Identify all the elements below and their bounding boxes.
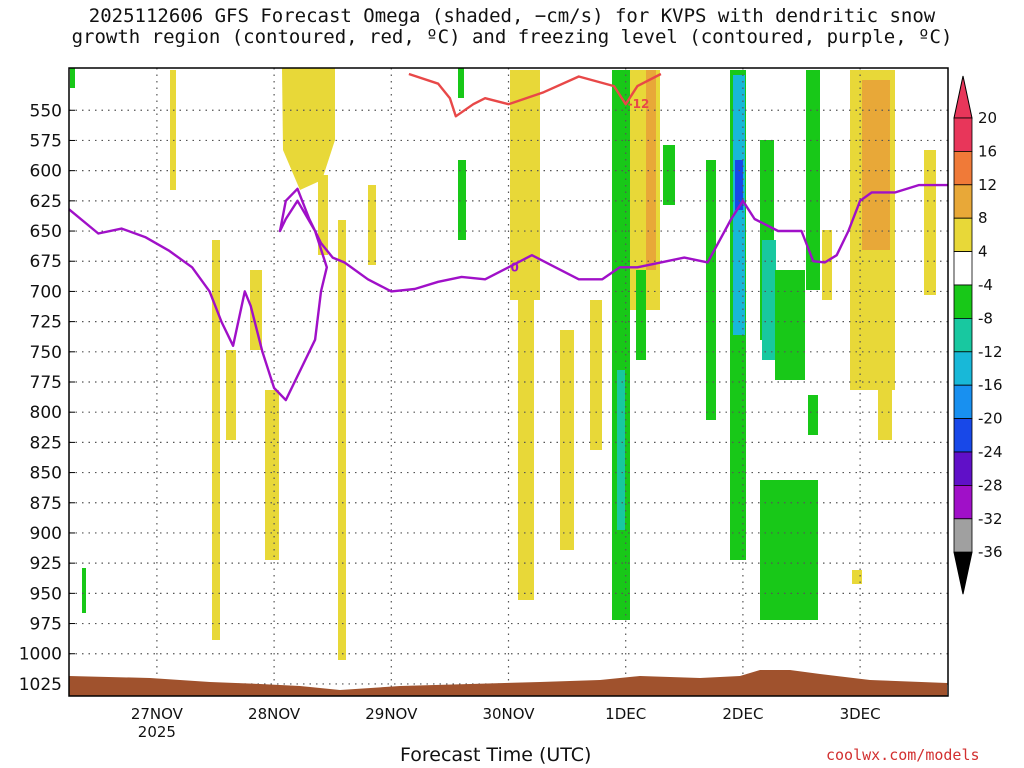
chart-title-line2: growth region (contoured, red, ºC) and f… (71, 26, 953, 48)
y-tick-label: 625 (30, 192, 62, 212)
colorbar-swatch (953, 418, 973, 453)
colorbar-swatch (953, 484, 973, 520)
chart-title: 2025112606 GFS Forecast Omega (shaded, −… (0, 6, 1024, 48)
y-tick-label: 575 (30, 131, 62, 151)
grid-lines (69, 68, 948, 696)
y-tick-label: 650 (30, 222, 62, 242)
colorbar-label: -20 (978, 410, 1003, 428)
y-tick-label: 800 (30, 403, 62, 423)
colorbar-swatch (953, 518, 973, 553)
contour-label: 0 (511, 260, 519, 274)
omega-shading (70, 68, 936, 660)
colorbar-swatch (953, 217, 973, 252)
colorbar-swatch (953, 150, 973, 186)
colorbar: 20 16 12 8 4 -4 -8 -12 -16 -20 -24 -28 -32 -36 (953, 75, 1003, 595)
axis-labels: 550 575 600 625 650 675 700 725 750 775 800 825 850 8… (19, 101, 881, 741)
y-tick-label: 700 (30, 282, 62, 302)
colorbar-swatch (953, 317, 973, 353)
terrain-fill (69, 670, 947, 696)
contour-line-0 (408, 72, 662, 118)
x-tick-label: 29NOV (365, 705, 418, 723)
credit-link[interactable]: coolwx.com/models (826, 746, 980, 764)
y-tick-label: 675 (30, 252, 62, 272)
y-tick-label: 975 (30, 615, 62, 635)
colorbar-label: 8 (978, 209, 988, 227)
colorbar-label: 16 (978, 142, 997, 160)
y-tick-label: 550 (30, 101, 62, 121)
colorbar-label: -36 (978, 543, 1003, 561)
colorbar-label: -4 (978, 276, 993, 294)
colorbar-bottom-arrow (953, 551, 973, 595)
colorbar-label: -24 (978, 443, 1003, 461)
x-tick-sublabel: 2025 (138, 723, 176, 741)
x-tick-label: 30NOV (482, 705, 535, 723)
colorbar-swatch (953, 384, 973, 420)
colorbar-label: 12 (978, 176, 997, 194)
contour-label: -12 (628, 97, 650, 111)
colorbar-top-arrow (953, 75, 973, 119)
y-tick-label: 925 (30, 554, 62, 574)
colorbar-swatch (953, 451, 973, 486)
colorbar-swatch (953, 351, 973, 386)
y-tick-label: 900 (30, 524, 62, 544)
chart-title-line1: 2025112606 GFS Forecast Omega (shaded, −… (88, 5, 936, 27)
colorbar-swatch (953, 251, 973, 286)
x-tick-label: 2DEC (722, 705, 763, 723)
y-tick-label: 875 (30, 494, 62, 514)
y-tick-label: 600 (30, 162, 62, 182)
x-tick-label: 27NOV (131, 705, 184, 723)
colorbar-label: 20 (978, 109, 997, 127)
contours: -12 0 (68, 72, 948, 402)
colorbar-label: 4 (978, 243, 988, 261)
colorbar-label: -16 (978, 376, 1003, 394)
colorbar-swatch (953, 184, 973, 219)
y-tick-label: 950 (30, 584, 62, 604)
y-tick-label: 1000 (19, 645, 62, 665)
y-tick-label: 725 (30, 313, 62, 333)
colorbar-label: -32 (978, 510, 1003, 528)
x-tick-label: 28NOV (248, 705, 301, 723)
y-tick-label: 850 (30, 464, 62, 484)
y-tick-label: 825 (30, 433, 62, 453)
y-tick-label: 1025 (19, 675, 62, 695)
colorbar-label: -8 (978, 309, 993, 327)
contour-line-1 (68, 183, 948, 402)
colorbar-label: -12 (978, 343, 1003, 361)
x-axis-title: Forecast Time (UTC) (400, 744, 592, 766)
x-tick-label: 1DEC (605, 705, 646, 723)
colorbar-swatch (953, 284, 973, 319)
colorbar-swatch (953, 117, 973, 152)
y-tick-label: 775 (30, 373, 62, 393)
y-tick-label: 750 (30, 343, 62, 363)
plot-frame (68, 67, 949, 697)
x-tick-label: 3DEC (840, 705, 881, 723)
colorbar-label: -28 (978, 476, 1003, 494)
